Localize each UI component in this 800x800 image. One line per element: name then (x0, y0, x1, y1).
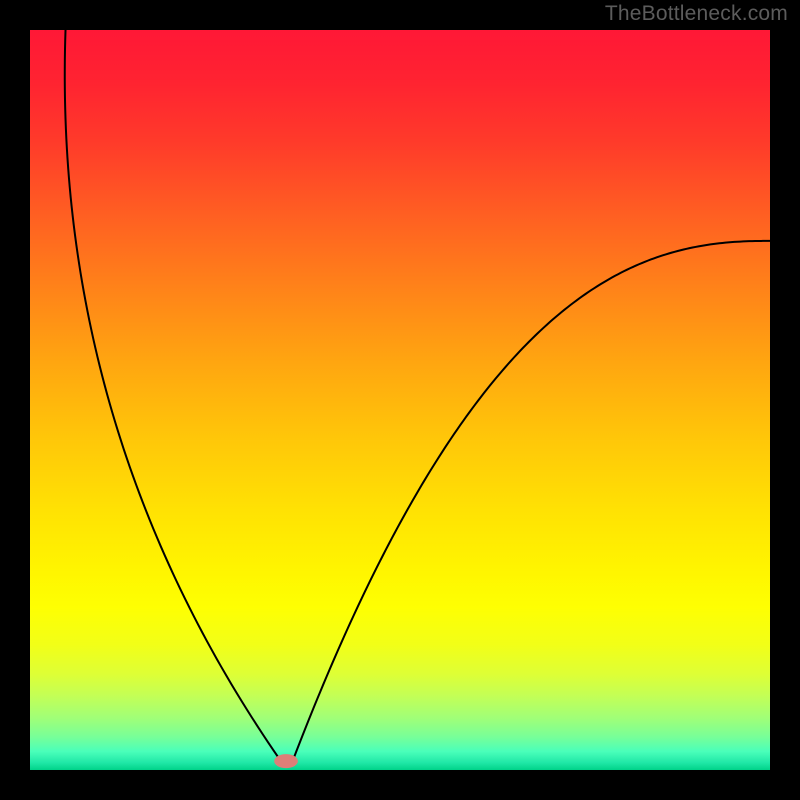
minimum-marker (274, 754, 298, 768)
plot-area (30, 30, 770, 770)
plot-svg (30, 30, 770, 770)
plot-background (30, 30, 770, 770)
watermark-text: TheBottleneck.com (605, 2, 788, 26)
